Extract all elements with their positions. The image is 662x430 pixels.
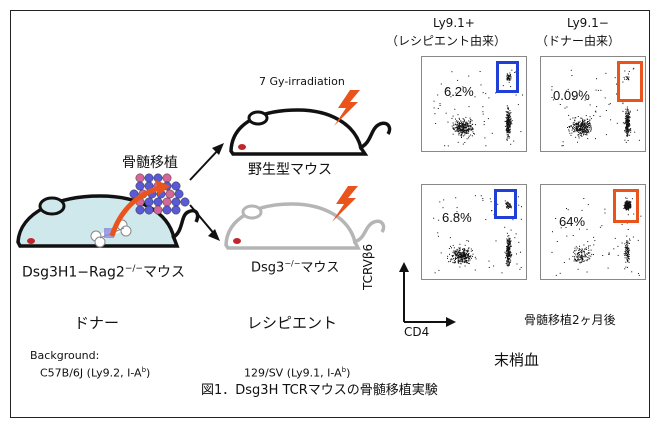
- recipient-strain-text: 129/SV (Ly9.1, I-A: [244, 366, 342, 380]
- marrow-cell: [171, 197, 181, 207]
- facs-panel-dsg3-donor: 64%: [540, 184, 646, 280]
- gate-box: [617, 61, 643, 102]
- bone-marrow-transplant-label: 骨髄移植: [122, 155, 178, 171]
- donor-mhc-sup: b: [141, 366, 147, 374]
- facs-axes: [399, 262, 456, 327]
- marrow-cell: [144, 205, 154, 215]
- marrow-cell: [162, 205, 172, 215]
- irradiation-bolt-icon-2: [332, 186, 358, 222]
- marrow-cell: [135, 173, 145, 183]
- dsg3-name: Dsg3: [251, 260, 285, 276]
- dsg3-suffix: マウス: [300, 260, 340, 276]
- wildtype-mouse-label: 野生型マウス: [248, 162, 332, 178]
- facs-dots: [551, 67, 641, 147]
- recipient-strain-end: ): [346, 366, 351, 380]
- col1-header-line1: Ly9.1+: [433, 16, 475, 30]
- facs-panel-wt-donor: 0.09%: [540, 56, 646, 152]
- dsg3-mouse-label: Dsg3−/−マウス: [251, 259, 339, 276]
- dsg3-genotype-sup: −/−: [284, 259, 301, 268]
- marrow-cell: [162, 197, 172, 207]
- facs-dots: [551, 197, 642, 276]
- donor-role-label: ドナー: [74, 314, 120, 332]
- arrow-to-wildtype: [189, 143, 224, 181]
- gate-box: [494, 189, 517, 219]
- marrow-cell: [135, 181, 145, 191]
- dsg3-knockout-mouse: [224, 202, 386, 250]
- marrow-cell: [135, 205, 145, 215]
- facs-panel-wt-recipient: 6.2%: [421, 56, 527, 152]
- recipient-mhc-sup: b: [341, 366, 347, 374]
- arrow-to-dsg3: [189, 204, 220, 241]
- figure-caption: 図1．Dsg3H TCRマウスの骨髄移植実験: [201, 383, 438, 398]
- recipient-background-strain: 129/SV (Ly9.1, I-Ab): [244, 366, 350, 380]
- marrow-cell: [144, 173, 154, 183]
- gate-box: [613, 189, 639, 223]
- background-title: Background:: [30, 349, 100, 362]
- recipient-role-label: レシピエント: [247, 314, 338, 332]
- marrow-cell: [129, 189, 139, 199]
- timepoint-label: 骨髄移植2ヶ月後: [524, 313, 616, 327]
- irradiation-bolt-icon: [334, 90, 360, 126]
- col2-header-line2: （ドナー由来）: [536, 34, 621, 48]
- transfer-arrow: [109, 185, 161, 237]
- marrow-cell: [153, 197, 163, 207]
- y-axis-label: TCRVβ6: [361, 243, 375, 290]
- donor-strain-text: C57B/6J (Ly9.2, I-A: [40, 366, 142, 380]
- marrow-cell: [180, 197, 190, 207]
- percent-label: 6.2%: [444, 84, 474, 99]
- facs-dots: [433, 69, 523, 147]
- donor-strain-name: Dsg3H1−Rag2: [22, 264, 125, 281]
- percent-label: 64%: [559, 214, 586, 229]
- donor-mouse-label: Dsg3H1−Rag2−/−マウス: [22, 264, 185, 281]
- donor-strain-end: ): [146, 366, 151, 380]
- x-axis-label: CD4: [404, 325, 430, 339]
- col1-header-line2: （レシピエント由来）: [386, 34, 507, 48]
- marrow-cell: [174, 189, 184, 199]
- irradiation-label: 7 Gy-irradiation: [259, 75, 345, 88]
- marrow-cell: [165, 189, 175, 199]
- gate-box: [496, 61, 519, 93]
- facs-dots: [433, 195, 522, 274]
- marrow-cell: [162, 173, 172, 183]
- marrow-cell: [171, 181, 181, 191]
- wildtype-mouse: [229, 108, 392, 156]
- tissue-label: 末梢血: [494, 351, 540, 369]
- donor-mouse-suffix: マウス: [142, 264, 185, 281]
- facs-panel-dsg3-recipient: 6.8%: [421, 184, 527, 280]
- donor-background-strain: C57B/6J (Ly9.2, I-Ab): [40, 366, 150, 380]
- marrow-cell: [171, 205, 181, 215]
- donor-genotype-sup: −/−: [124, 264, 143, 274]
- percent-label: 6.8%: [442, 210, 472, 225]
- marrow-cell: [153, 205, 163, 215]
- col2-header-line1: Ly9.1−: [567, 16, 609, 30]
- percent-label: 0.09%: [553, 88, 590, 103]
- marrow-cell: [144, 197, 154, 207]
